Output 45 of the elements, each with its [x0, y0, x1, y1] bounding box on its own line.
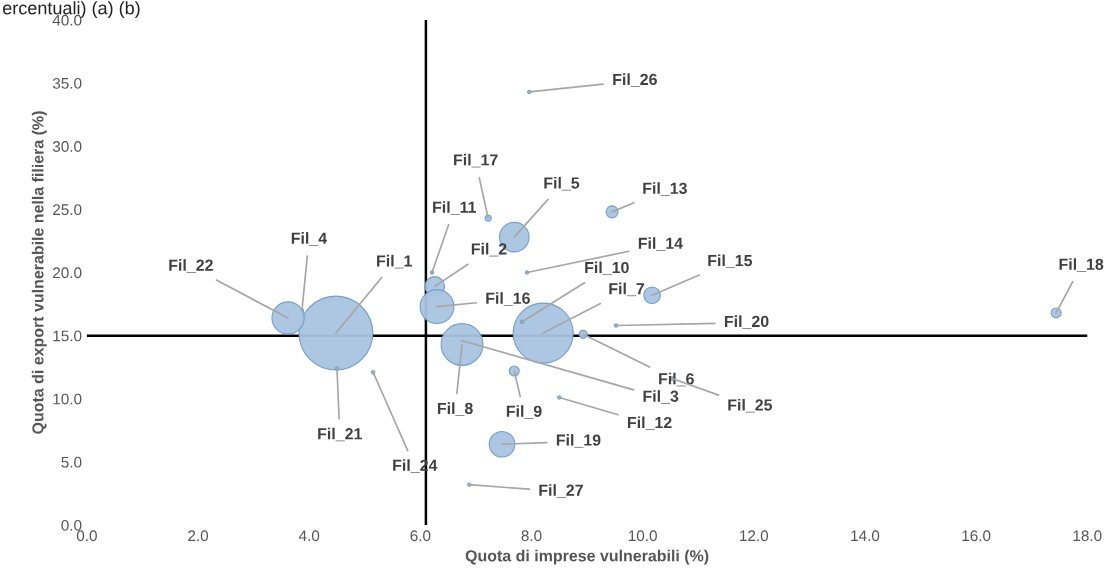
annotation: Fil_6	[659, 372, 694, 387]
annotation: Fil_27	[539, 484, 583, 498]
x-tick-label: 4.0	[298, 530, 320, 542]
y-tick-label: 15.0	[53, 330, 82, 342]
annotation: Fil_7	[609, 282, 644, 297]
annotation: Fil_21	[318, 427, 362, 442]
annotation: Fil_8	[437, 402, 473, 416]
annotation: Fil_26	[613, 73, 657, 87]
annotation: Fil_14	[638, 237, 683, 251]
y-tick-label: 10.0	[53, 393, 82, 405]
x-tick-label: 16.0	[962, 530, 991, 542]
annotation: Fil_4	[291, 232, 328, 246]
y-tick-label: 30.0	[52, 141, 82, 152]
y-tick-label: 25.0	[53, 204, 82, 216]
x-axis-title: Quota di imprese vulnerabili (%)	[465, 549, 709, 565]
annotation: Fil_17	[454, 153, 498, 168]
x-tick-label: 8.0	[521, 530, 542, 542]
annotation: Fil_9	[506, 405, 542, 419]
annotation: Fil_25	[728, 398, 773, 413]
y-tick-label: 0.0	[61, 519, 82, 531]
y-tick-label: 20.0	[53, 267, 82, 279]
x-tick-label: 6.0	[410, 530, 431, 542]
annotation: Fil_12	[628, 416, 672, 430]
annotation: Fil_1	[377, 254, 412, 269]
annotation: Fil_18	[1059, 258, 1104, 272]
annotation: Fil_15	[708, 254, 753, 268]
annotation: Fil_2	[471, 242, 507, 257]
annotation: Fil_3	[643, 390, 679, 404]
x-tick-label: 0.0	[76, 530, 97, 542]
y-axis-title: Quota di export vulnerabile nella filiera (%)	[31, 111, 47, 434]
annotation: Fil_19	[556, 434, 601, 448]
annotation: Fil_22	[169, 259, 213, 273]
x-tick-label: 18.0	[1073, 530, 1102, 542]
annotation: Fil_11	[433, 201, 476, 215]
x-tick-label: 14.0	[851, 530, 880, 542]
annotation: Fil_16	[486, 292, 530, 306]
y-tick-label: 5.0	[61, 456, 82, 468]
annotation: Fil_13	[643, 182, 687, 196]
annotation: Fil_5	[544, 176, 580, 191]
y-tick-label: 35.0	[52, 77, 82, 89]
annotation: Fil_10	[585, 261, 629, 276]
x-tick-label: 2.0	[188, 530, 209, 542]
annotation: Fil_20	[724, 315, 769, 329]
x-tick-label: 12.0	[740, 530, 769, 542]
x-tick-label: 10.0	[628, 530, 657, 542]
